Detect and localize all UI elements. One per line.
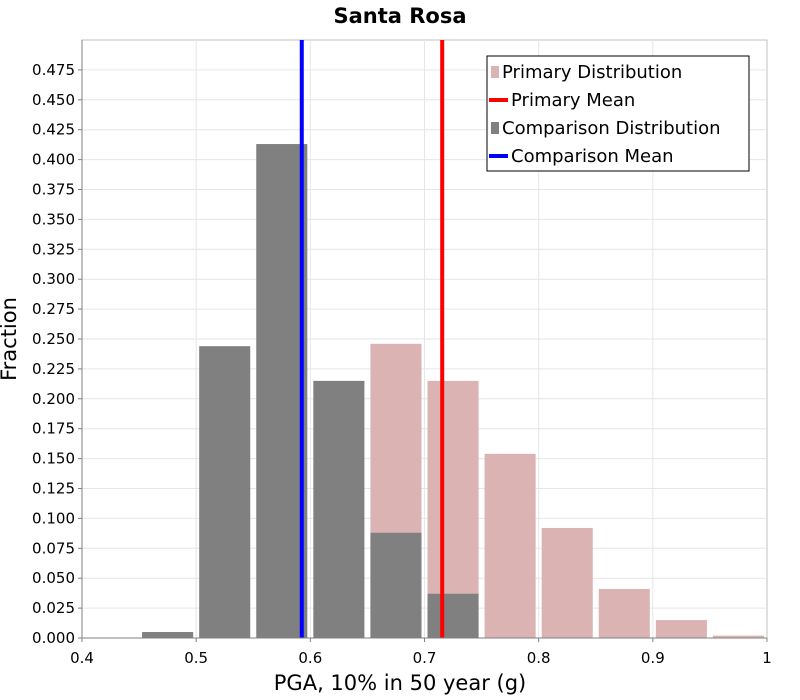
legend-box bbox=[486, 55, 750, 172]
comparison-distribution-bar bbox=[256, 144, 308, 638]
y-axis-label: Fraction bbox=[0, 297, 21, 381]
legend: Primary Distribution Primary Mean Comparis… bbox=[486, 55, 750, 172]
x-tick-label: 0.4 bbox=[70, 649, 94, 667]
comparison-distribution-bar bbox=[142, 632, 194, 638]
mean-lines bbox=[299, 40, 445, 638]
y-tick-label: 0.150 bbox=[32, 450, 75, 468]
y-tick-label: 0.025 bbox=[32, 599, 75, 617]
legend-swatch bbox=[491, 66, 499, 78]
y-tick-label: 0.225 bbox=[32, 360, 75, 378]
y-tick-label: 0.325 bbox=[32, 240, 75, 258]
y-axis: 0.000 0.025 0.050 0.075 0.100 0.125 0.150 0.175… bbox=[32, 40, 83, 647]
primary-distribution-bar bbox=[541, 527, 593, 638]
y-tick-label: 0.125 bbox=[32, 480, 75, 498]
legend-label: Comparison Mean bbox=[511, 146, 674, 167]
y-tick-label: 0.200 bbox=[32, 390, 75, 408]
y-tick-label: 0.350 bbox=[32, 210, 75, 228]
y-tick-label: 0.400 bbox=[32, 151, 75, 169]
y-tick-label: 0.100 bbox=[32, 509, 75, 527]
primary-distribution-bar bbox=[712, 635, 764, 638]
x-tick-label: 0.6 bbox=[298, 649, 322, 667]
y-tick-label: 0.450 bbox=[32, 91, 75, 109]
x-tick-label: 0.9 bbox=[641, 649, 665, 667]
legend-label: Comparison Distribution bbox=[502, 118, 721, 139]
x-tick-label: 0.7 bbox=[413, 649, 437, 667]
y-tick-label: 0.375 bbox=[32, 181, 75, 199]
y-tick-label: 0.250 bbox=[32, 330, 75, 348]
x-axis-label: PGA, 10% in 50 year (g) bbox=[274, 671, 526, 695]
y-tick-label: 0.050 bbox=[32, 569, 75, 587]
legend-label: Primary Distribution bbox=[502, 62, 682, 83]
y-tick-label: 0.075 bbox=[32, 539, 75, 557]
comparison-distribution-bar bbox=[427, 593, 479, 638]
x-tick-label: 0.8 bbox=[527, 649, 551, 667]
x-tick-label: 1 bbox=[762, 649, 772, 667]
primary-distribution-bar bbox=[484, 453, 536, 638]
x-tick-label: 0.5 bbox=[184, 649, 208, 667]
x-axis: 0.4 0.5 0.6 0.7 0.8 0.9 1 bbox=[70, 637, 772, 667]
legend-swatch bbox=[491, 122, 499, 134]
comparison-distribution-bars bbox=[142, 144, 479, 638]
y-tick-label: 0.475 bbox=[32, 61, 75, 79]
grid-lines bbox=[82, 40, 767, 638]
primary-distribution-bar bbox=[598, 588, 650, 638]
comparison-distribution-bar bbox=[199, 346, 251, 638]
comparison-distribution-bar bbox=[370, 532, 422, 638]
y-tick-label: 0.275 bbox=[32, 300, 75, 318]
y-tick-label: 0.175 bbox=[32, 420, 75, 438]
legend-label: Primary Mean bbox=[511, 90, 635, 111]
comparison-distribution-bar bbox=[313, 380, 365, 638]
y-tick-label: 0.425 bbox=[32, 121, 75, 139]
chart-title: Santa Rosa bbox=[333, 4, 466, 28]
y-tick-label: 0.300 bbox=[32, 270, 75, 288]
y-tick-label: 0.000 bbox=[32, 629, 75, 647]
primary-distribution-bar bbox=[655, 620, 707, 638]
